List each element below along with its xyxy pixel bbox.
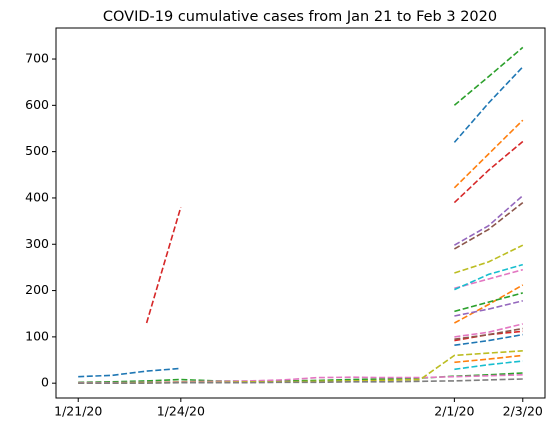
plot-frame (55, 27, 546, 399)
x-tick-label: 1/24/20 (157, 404, 205, 419)
data-line (454, 244, 524, 274)
y-tick-label: 600 (25, 97, 49, 112)
data-line (454, 323, 523, 338)
data-line (78, 350, 523, 384)
x-tick-label: 2/1/20 (434, 404, 474, 419)
data-line (78, 372, 523, 384)
data-line (78, 378, 523, 384)
x-tick-label: 1/21/20 (54, 404, 102, 419)
y-tick-label: 0 (41, 375, 49, 390)
y-tick-label: 700 (25, 51, 49, 66)
data-line (454, 360, 523, 371)
data-line (454, 333, 523, 346)
data-line (454, 327, 523, 340)
data-line (454, 354, 523, 364)
data-line (454, 300, 523, 317)
data-line (453, 119, 524, 189)
y-tick-label: 300 (25, 236, 49, 251)
x-tick-label: 2/3/20 (503, 404, 543, 419)
y-tick-label: 100 (25, 328, 49, 343)
data-line (145, 140, 524, 324)
y-tick-label: 200 (25, 282, 49, 297)
data-line (454, 292, 524, 313)
data-line (454, 201, 524, 250)
chart-title: COVID-19 cumulative cases from Jan 21 to… (103, 9, 497, 25)
data-line (78, 374, 523, 384)
y-tick-label: 500 (25, 143, 49, 158)
data-line (454, 263, 524, 291)
y-tick-label: 400 (25, 189, 49, 204)
data-line (454, 194, 524, 246)
data-line (78, 66, 524, 378)
data-line (453, 46, 524, 106)
data-line (454, 284, 524, 324)
